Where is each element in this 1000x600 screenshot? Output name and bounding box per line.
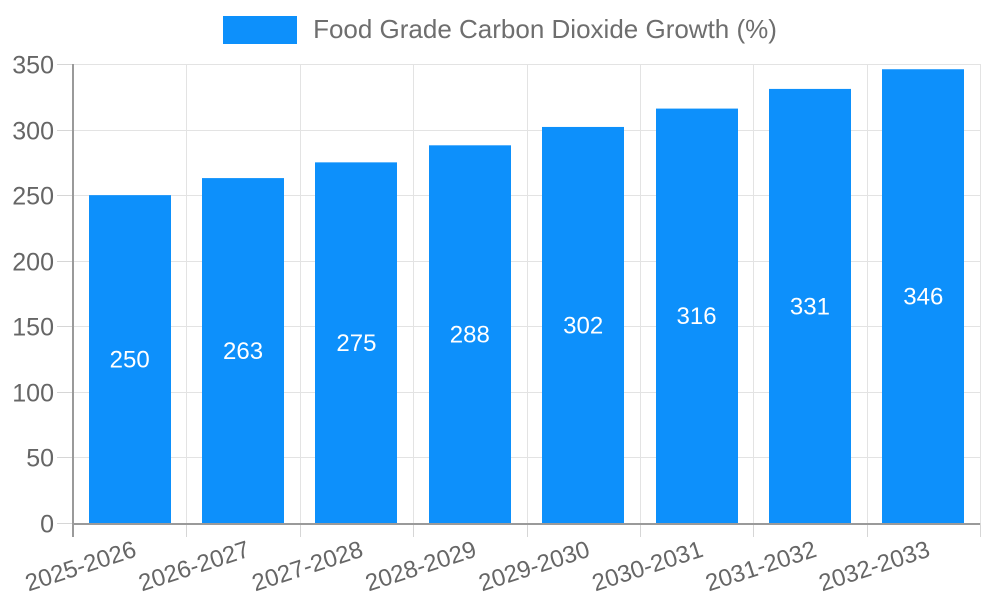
y-tick-label: 50 — [26, 444, 54, 472]
y-tick-label: 300 — [12, 117, 54, 145]
y-tick-label: 0 — [40, 510, 54, 538]
bar[interactable] — [89, 195, 171, 523]
bar-value-label: 250 — [110, 346, 150, 373]
legend-item[interactable]: Food Grade Carbon Dioxide Growth (%) — [0, 14, 1000, 45]
bar-value-label: 331 — [790, 293, 830, 320]
bar[interactable] — [769, 88, 851, 523]
y-tick-label: 250 — [12, 182, 54, 210]
x-axis-label: 2025-2026 — [22, 536, 140, 597]
bar-value-label: 288 — [450, 322, 490, 349]
bar[interactable] — [315, 162, 397, 523]
x-axis-label: 2031-2032 — [702, 536, 820, 597]
x-axis-label: 2026-2027 — [135, 536, 253, 597]
x-axis-label: 2028-2029 — [362, 536, 480, 597]
bar-value-label: 346 — [903, 284, 943, 311]
legend-swatch — [223, 15, 298, 44]
bar[interactable] — [202, 178, 284, 523]
x-axis-label: 2030-2031 — [589, 536, 707, 597]
bar[interactable] — [542, 126, 624, 523]
y-tick-label: 350 — [12, 51, 54, 79]
legend-label: Food Grade Carbon Dioxide Growth (%) — [313, 14, 777, 44]
bar[interactable] — [656, 108, 738, 524]
y-tick-label: 100 — [12, 379, 54, 407]
bar[interactable] — [882, 69, 964, 523]
y-tick-label: 200 — [12, 248, 54, 276]
x-axis-label: 2029-2030 — [476, 536, 594, 597]
bar-value-label: 316 — [677, 303, 717, 330]
y-tick-label: 150 — [12, 313, 54, 341]
bar-value-label: 275 — [336, 330, 376, 357]
bar-value-label: 263 — [223, 338, 263, 365]
x-axis-label: 2027-2028 — [249, 536, 367, 597]
bar-value-label: 302 — [563, 312, 603, 339]
bar[interactable] — [429, 145, 511, 523]
x-axis-label: 2032-2033 — [816, 536, 934, 597]
